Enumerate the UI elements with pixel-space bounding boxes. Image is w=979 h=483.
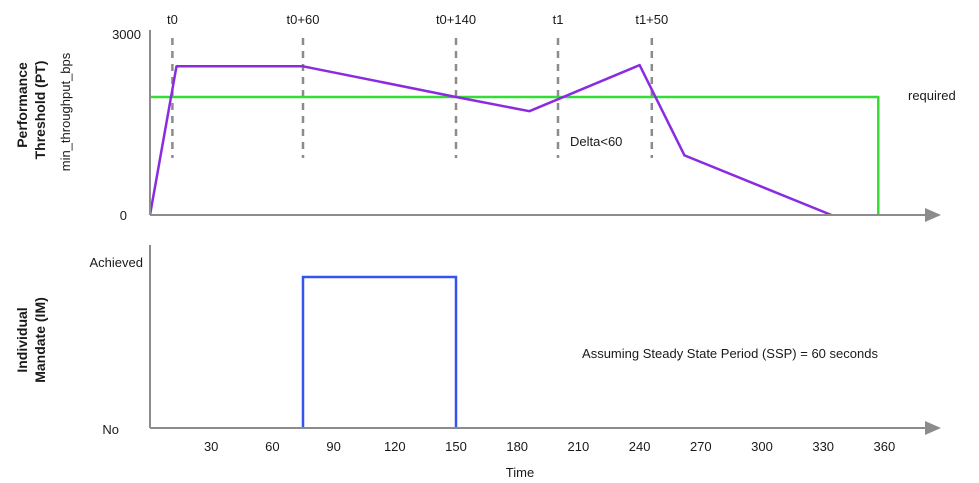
time-marker-label-1: t0+60 (287, 12, 320, 27)
x-tick-label-3: 120 (384, 439, 406, 454)
required-series-line (150, 95, 880, 215)
x-tick-label-1: 60 (265, 439, 279, 454)
x-tick-label-9: 300 (751, 439, 773, 454)
im-ytick-achieved: Achieved (90, 255, 143, 270)
pt-ylabel-line-2: Threshold (PT) (32, 61, 48, 160)
time-markers: t0 t0+60 t0+140 t1 t1+50 (167, 12, 668, 158)
throughput-series-line (148, 63, 832, 217)
x-tick-label-5: 180 (506, 439, 528, 454)
pt-x-axis-arrow (925, 208, 941, 222)
x-tick-label-4: 150 (445, 439, 467, 454)
x-tick-label-10: 330 (812, 439, 834, 454)
individual-mandate-chart: Individual Mandate (IM) Achieved No 30 60… (14, 245, 941, 480)
pt-series (148, 63, 880, 217)
time-marker-label-3: t1 (553, 12, 564, 27)
x-tick-labels: 30 60 90 120 150 180 210 240 270 300 330 360 (204, 439, 895, 454)
im-series (301, 275, 458, 428)
im-ylabel-line-2: Mandate (IM) (32, 297, 48, 383)
x-tick-label-0: 30 (204, 439, 218, 454)
x-tick-label-2: 90 (326, 439, 340, 454)
time-marker-label-0: t0 (167, 12, 178, 27)
pt-ylabel-line-1: Performance (14, 62, 30, 148)
pt-ylabel-sub: min_throughput_bps (58, 52, 73, 171)
pt-ytick-max: 3000 (112, 27, 141, 42)
ssp-annotation: Assuming Steady State Period (SSP) = 60 … (582, 346, 878, 361)
time-marker-label-2: t0+140 (436, 12, 476, 27)
mandate-series-line-0 (301, 275, 458, 428)
x-tick-label-7: 240 (629, 439, 651, 454)
time-marker-label-4: t1+50 (635, 12, 668, 27)
im-x-axis-arrow (925, 421, 941, 435)
x-tick-label-6: 210 (568, 439, 590, 454)
x-axis-title: Time (506, 465, 534, 480)
delta-annotation: Delta<60 (570, 134, 622, 149)
pt-ytick-zero: 0 (120, 208, 127, 223)
performance-threshold-chart: Performance Threshold (PT) min_throughpu… (14, 12, 956, 223)
x-tick-label-11: 360 (874, 439, 896, 454)
x-tick-label-8: 270 (690, 439, 712, 454)
im-ylabel-line-1: Individual (14, 307, 30, 372)
im-ytick-no: No (102, 422, 119, 437)
required-label: required (908, 88, 956, 103)
